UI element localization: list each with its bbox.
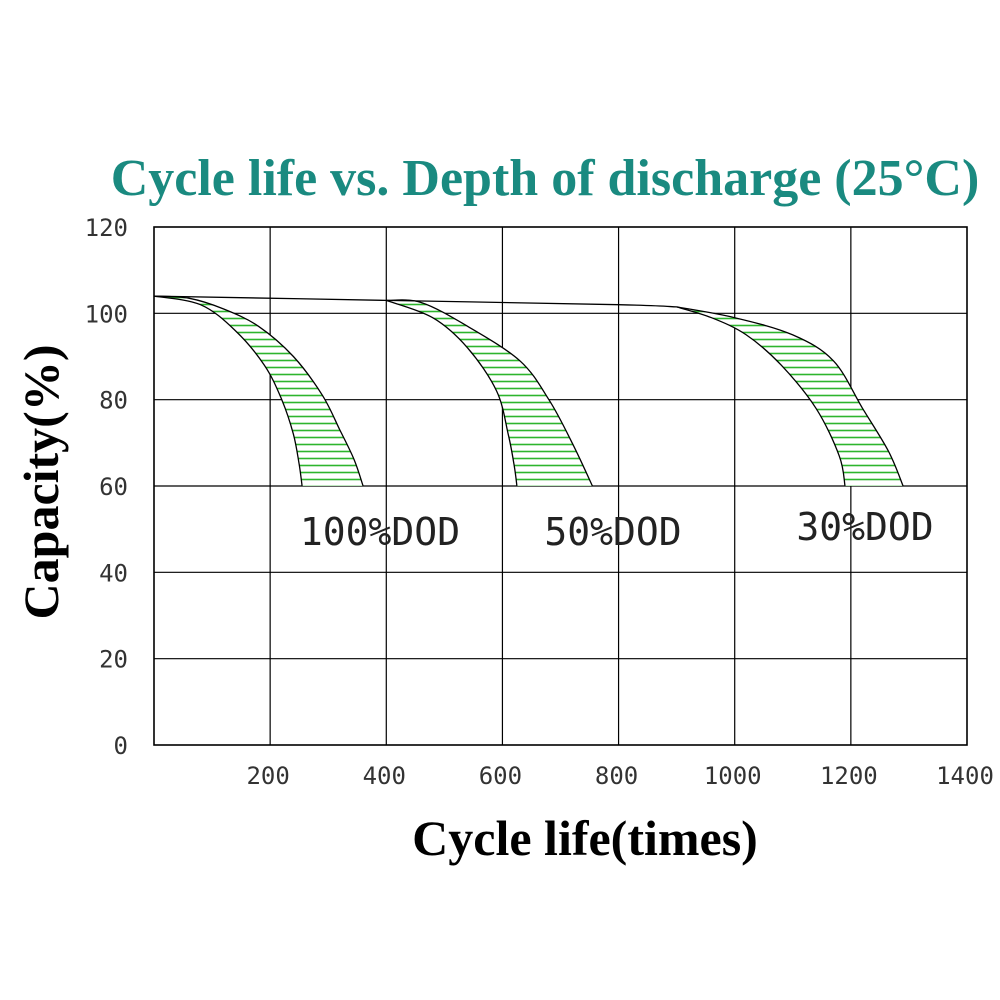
band-lower-curve-0 — [153, 295, 303, 487]
y-tick-label: 60 — [99, 473, 128, 501]
y-tick-label: 20 — [99, 646, 128, 674]
chart-title: Cycle life vs. Depth of discharge (25°C) — [111, 150, 980, 207]
y-axis-label: Capacity(%) — [13, 345, 69, 620]
band-lower-curve-2 — [676, 306, 846, 487]
x-tick-label: 1400 — [936, 762, 994, 790]
common-top-line — [153, 295, 677, 308]
y-axis-ticks: 0 20 40 60 80 100 120 — [85, 214, 128, 760]
y-tick-label: 120 — [85, 214, 128, 242]
x-tick-label: 1000 — [704, 762, 762, 790]
band-upper-curve-0 — [153, 295, 364, 487]
x-tick-label: 200 — [246, 762, 289, 790]
series-label: 30%DOD — [796, 505, 933, 549]
y-tick-label: 0 — [114, 732, 128, 760]
band-lower-curve-1 — [386, 299, 518, 487]
series-label: 50%DOD — [544, 510, 681, 554]
series-labels: 100%DOD 50%DOD 30%DOD — [300, 505, 934, 554]
band-area-0 — [154, 296, 364, 486]
x-tick-label: 400 — [363, 762, 406, 790]
y-tick-label: 80 — [99, 387, 128, 415]
x-axis-label: Cycle life(times) — [412, 810, 758, 866]
x-tick-label: 800 — [595, 762, 638, 790]
band-area-1 — [386, 299, 593, 486]
x-tick-label: 600 — [479, 762, 522, 790]
x-tick-label: 1200 — [820, 762, 878, 790]
band-upper-curve-2 — [676, 306, 904, 487]
band-area-2 — [676, 306, 904, 486]
band-upper-curve-1 — [386, 299, 593, 487]
series-curves — [153, 295, 904, 487]
series-bands — [154, 296, 904, 486]
y-tick-label: 40 — [99, 559, 128, 587]
series-label: 100%DOD — [300, 510, 460, 554]
y-tick-label: 100 — [85, 300, 128, 328]
x-axis-ticks: 200 400 600 800 1000 1200 1400 — [246, 762, 993, 790]
